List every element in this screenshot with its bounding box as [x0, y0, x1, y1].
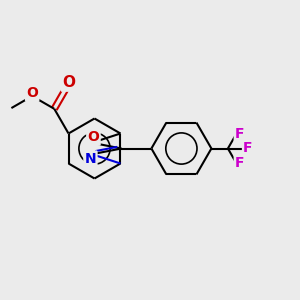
Text: F: F	[235, 127, 244, 141]
Text: O: O	[88, 130, 99, 144]
Text: N: N	[85, 152, 96, 166]
Text: F: F	[243, 142, 253, 155]
Text: O: O	[26, 86, 38, 100]
Text: O: O	[62, 75, 75, 90]
Text: F: F	[235, 156, 244, 170]
